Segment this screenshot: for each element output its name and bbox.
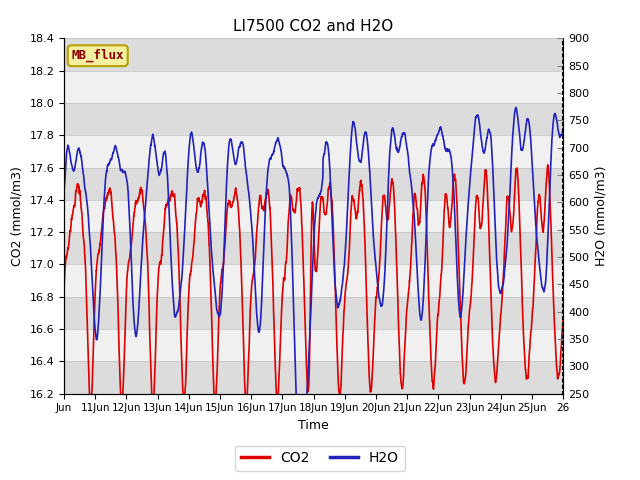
Text: MB_flux: MB_flux xyxy=(72,49,124,62)
Legend: CO2, H2O: CO2, H2O xyxy=(236,445,404,471)
Bar xyxy=(64,168,563,200)
Bar xyxy=(64,232,563,264)
Bar xyxy=(64,38,563,71)
Bar xyxy=(64,361,563,394)
Y-axis label: H2O (mmol/m3): H2O (mmol/m3) xyxy=(595,166,608,266)
Title: LI7500 CO2 and H2O: LI7500 CO2 and H2O xyxy=(234,20,394,35)
Y-axis label: CO2 (mmol/m3): CO2 (mmol/m3) xyxy=(11,166,24,266)
Bar xyxy=(64,103,563,135)
X-axis label: Time: Time xyxy=(298,419,329,432)
Bar xyxy=(64,297,563,329)
